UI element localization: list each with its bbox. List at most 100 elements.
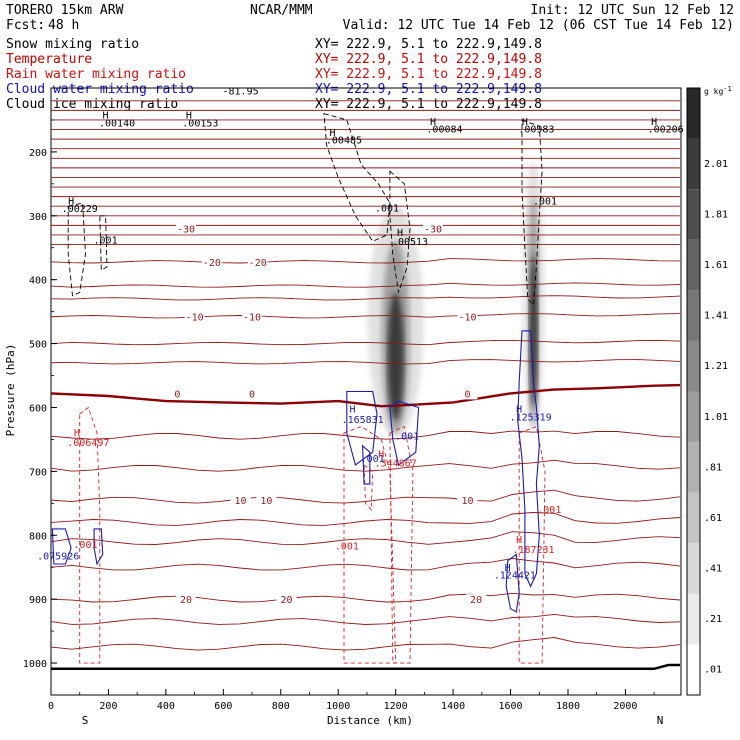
isotherm-label-bg	[201, 256, 222, 268]
isotherm-label-bg	[457, 311, 478, 323]
cloud-ice-contour	[323, 112, 391, 242]
isotherm-label-bg	[276, 594, 297, 606]
contour-annotation: .001	[335, 541, 359, 552]
contour-annotation: H	[103, 111, 109, 122]
colorbar-segment	[687, 239, 700, 291]
colorbar-segment	[687, 340, 700, 392]
contour-annotation: .165831	[342, 415, 384, 426]
contour-annotation: H	[350, 405, 356, 416]
legend-xy: XY= 222.9, 5.1 to 222.9,149.8	[315, 97, 542, 112]
contour-annotation: .001	[375, 203, 399, 214]
isotherm-label: -10	[458, 313, 476, 324]
contour-annotation: .00485	[326, 136, 362, 147]
isotherm-label: 0	[174, 389, 180, 400]
contour-annotation: H	[397, 228, 403, 239]
colorbar-segment	[687, 492, 700, 544]
legend-xy: XY= 222.9, 5.1 to 222.9,149.8	[315, 37, 542, 52]
legend-xy: XY= 222.9, 5.1 to 222.9,149.8	[315, 82, 542, 97]
colorbar-segment	[687, 189, 700, 240]
cloud-ice-contour	[99, 215, 108, 271]
isotherm-curve	[50, 592, 681, 603]
isotherm-label-bg	[466, 594, 487, 606]
fcst-value: 48 h	[48, 18, 79, 33]
isotherm-label-bg	[457, 388, 478, 400]
isotherm-label-bg	[175, 223, 196, 235]
colorbar-tick-label: .41	[704, 564, 722, 575]
contour-annotations: -81.95H.00140H.00153H.00485H.00084H.0098…	[37, 86, 684, 581]
contour-annotation: H	[430, 117, 436, 128]
x-tick-label: 1200	[384, 701, 408, 712]
isotherm-curve	[50, 558, 681, 571]
isotherm-curve	[50, 430, 681, 440]
contour-annotation: .187231	[512, 545, 554, 556]
y-tick-label: 300	[29, 212, 47, 223]
contour-annotation: .001	[533, 196, 557, 207]
fcst-label: Fcst:	[6, 18, 45, 33]
x-tick-label: 1400	[441, 701, 465, 712]
colorbar-tick-label: 1.41	[704, 311, 728, 322]
isotherm-label: -10	[243, 313, 261, 324]
y-tick-label: 200	[29, 148, 47, 159]
rain-contour	[518, 425, 546, 664]
isotherm-curve	[50, 459, 681, 472]
colorbar-tick-label: 1.21	[704, 361, 728, 372]
contour-annotation: H	[186, 111, 192, 122]
colorbar-tick-label: 2.01	[704, 159, 728, 170]
contour-annotation: H	[329, 128, 335, 139]
colorbar-frame	[686, 87, 701, 696]
terrain-line	[51, 663, 680, 671]
colorbar-unit: g kg-1	[704, 85, 732, 96]
colorbar-tick-label: .61	[704, 513, 722, 524]
colorbar-segment	[687, 543, 700, 594]
isotherm-label: 10	[461, 496, 473, 507]
isotherm-label: -20	[249, 258, 267, 269]
colorbar-tick-label: 1.61	[704, 260, 728, 271]
x-tick-label: 1000	[326, 701, 350, 712]
colorbar-segment	[687, 644, 700, 695]
isotherm-label: 10	[235, 496, 247, 507]
x-tick-label: 1800	[556, 701, 580, 712]
colorbar-segment	[687, 138, 700, 190]
isotherm-label-bg	[457, 495, 478, 507]
y-tick-label: 400	[29, 276, 47, 287]
isotherm-curve	[50, 637, 681, 651]
isotherm-label-bg	[167, 388, 188, 400]
contour-annotation: H	[378, 449, 384, 460]
contour-annotation: H	[516, 405, 522, 416]
isotherm-label-bg	[242, 311, 263, 323]
contour-annotation: .001	[73, 540, 97, 551]
contour-annotation: H	[505, 563, 511, 574]
isotherm-label: -20	[203, 258, 221, 269]
cloud-water-contour	[346, 390, 378, 466]
hydrometeor-contours	[51, 112, 680, 671]
isotherm-label: -30	[177, 225, 195, 236]
contour-annotation: .00229	[62, 204, 98, 215]
rain-contour	[79, 406, 101, 664]
snow-column-core	[387, 292, 404, 421]
legend-label: Temperature	[6, 52, 92, 67]
rain-contour	[343, 426, 397, 664]
contour-annotation: H	[68, 196, 74, 207]
contour-annotation: .075926	[37, 552, 79, 563]
x-tick-label: 400	[157, 701, 175, 712]
isotherm-label: 0	[249, 389, 255, 400]
contour-annotation: .125319	[510, 412, 552, 423]
x-tick-label: 1600	[498, 701, 522, 712]
contour-annotation: .00140	[99, 118, 135, 129]
colorbar-tick-label: .81	[704, 462, 722, 473]
contour-annotation: -81.95	[222, 86, 258, 97]
contour-annotation: .344867	[375, 458, 417, 469]
isotherm-label: 20	[180, 595, 192, 606]
isotherm-label: -30	[424, 225, 442, 236]
north-label: N	[657, 714, 664, 727]
isotherm-label-bg	[230, 495, 251, 507]
isotherm-label: -10	[186, 313, 204, 324]
isotherm-label: 0	[464, 389, 470, 400]
legend: Snow mixing ratio XY= 222.9, 5.1 to 222.9…	[6, 37, 542, 112]
y-tick-label: 700	[29, 467, 47, 478]
y-tick-label: 500	[29, 340, 47, 351]
y-tick-label: 900	[29, 595, 47, 606]
y-tick-label: 800	[29, 531, 47, 542]
